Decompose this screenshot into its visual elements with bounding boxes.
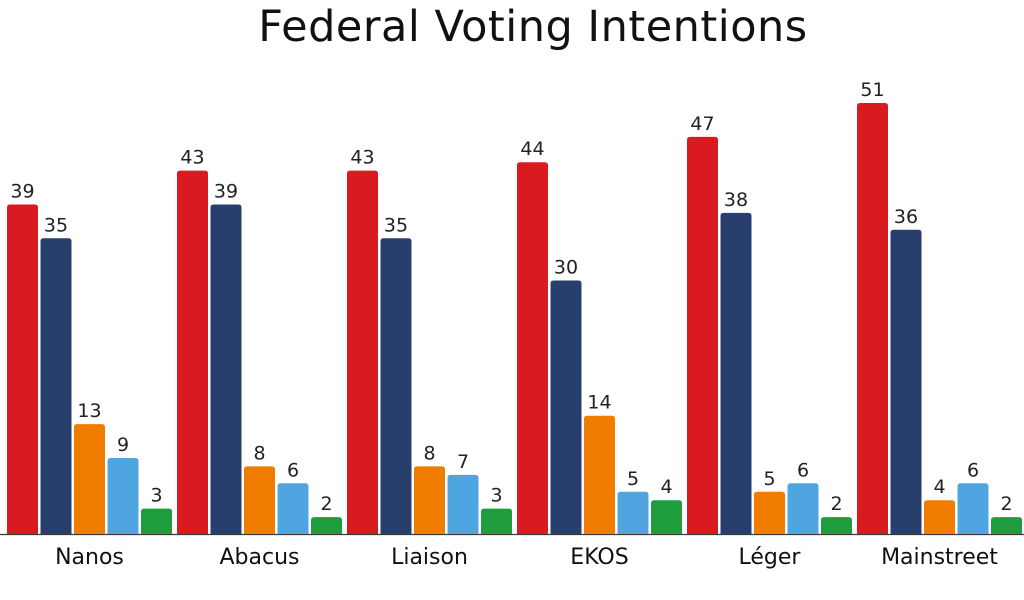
data-label: 6 xyxy=(797,459,809,481)
bar xyxy=(550,280,582,534)
bar xyxy=(584,415,615,534)
bar xyxy=(991,517,1022,534)
bar-group-1: 43 39 862 Abacus xyxy=(177,147,342,570)
bar xyxy=(651,500,682,534)
bar xyxy=(687,136,718,534)
bar xyxy=(754,491,785,534)
data-label: 2 xyxy=(1000,493,1012,515)
bar xyxy=(210,204,242,534)
bar-group-2: 43 35 8 73 Liaison xyxy=(347,147,512,570)
bar xyxy=(380,238,412,534)
bar xyxy=(277,483,309,534)
data-label: 39 xyxy=(214,180,238,202)
bar xyxy=(141,508,172,534)
bar-group-5: 51 36 462 Mainstreet xyxy=(857,79,1022,570)
bar xyxy=(311,517,342,534)
x-tick-label: Abacus xyxy=(220,545,300,570)
bar xyxy=(244,466,275,534)
data-label: 6 xyxy=(287,459,299,481)
bar xyxy=(414,466,445,534)
bar xyxy=(177,170,208,534)
bar xyxy=(40,238,72,534)
bar xyxy=(517,162,548,534)
x-tick-label: Liaison xyxy=(391,545,468,570)
bar xyxy=(720,212,752,534)
data-label: 30 xyxy=(554,257,578,279)
data-label: 2 xyxy=(320,493,332,515)
data-label: 44 xyxy=(520,138,544,160)
data-label: 43 xyxy=(350,147,374,169)
data-label: 38 xyxy=(724,189,748,211)
data-label: 5 xyxy=(627,468,639,490)
data-label: 5 xyxy=(763,468,775,490)
bar xyxy=(821,517,852,534)
bar xyxy=(957,483,989,534)
data-label: 4 xyxy=(933,476,945,498)
data-label: 13 xyxy=(77,400,101,422)
data-label: 4 xyxy=(660,476,672,498)
x-tick-label: EKOS xyxy=(570,545,628,570)
bar xyxy=(787,483,819,534)
data-label: 3 xyxy=(150,485,162,507)
bar-group-0: 39 35 13 9 3 Nanos xyxy=(7,180,172,570)
chart-title: Federal Voting Intentions xyxy=(258,2,808,52)
bar xyxy=(74,424,105,534)
data-label: 47 xyxy=(690,113,714,135)
bar xyxy=(924,500,955,534)
data-label: 2 xyxy=(830,493,842,515)
bar xyxy=(481,508,512,534)
bar xyxy=(617,491,649,534)
bar xyxy=(447,474,479,534)
data-label: 51 xyxy=(860,79,884,101)
data-label: 8 xyxy=(253,442,265,464)
x-tick-label: Léger xyxy=(739,545,802,570)
data-label: 8 xyxy=(423,442,435,464)
data-label: 9 xyxy=(117,434,129,456)
data-label: 6 xyxy=(967,459,979,481)
data-label: 35 xyxy=(44,214,68,236)
bar-group-4: 47 38 5 62 Léger xyxy=(687,113,852,570)
data-label: 43 xyxy=(180,147,204,169)
bar xyxy=(347,170,378,534)
bar xyxy=(890,229,922,535)
data-label: 39 xyxy=(10,180,34,202)
bar xyxy=(857,103,888,535)
data-label: 7 xyxy=(457,451,469,473)
x-tick-label: Mainstreet xyxy=(881,545,998,570)
bar-group-3: 44 30 14 5 4 EKOS xyxy=(517,138,682,570)
data-label: 35 xyxy=(384,214,408,236)
bar xyxy=(7,204,38,534)
bar xyxy=(107,457,139,534)
data-label: 3 xyxy=(490,485,502,507)
data-label: 14 xyxy=(587,392,611,414)
data-label: 36 xyxy=(894,206,918,228)
x-tick-label: Nanos xyxy=(55,545,124,570)
